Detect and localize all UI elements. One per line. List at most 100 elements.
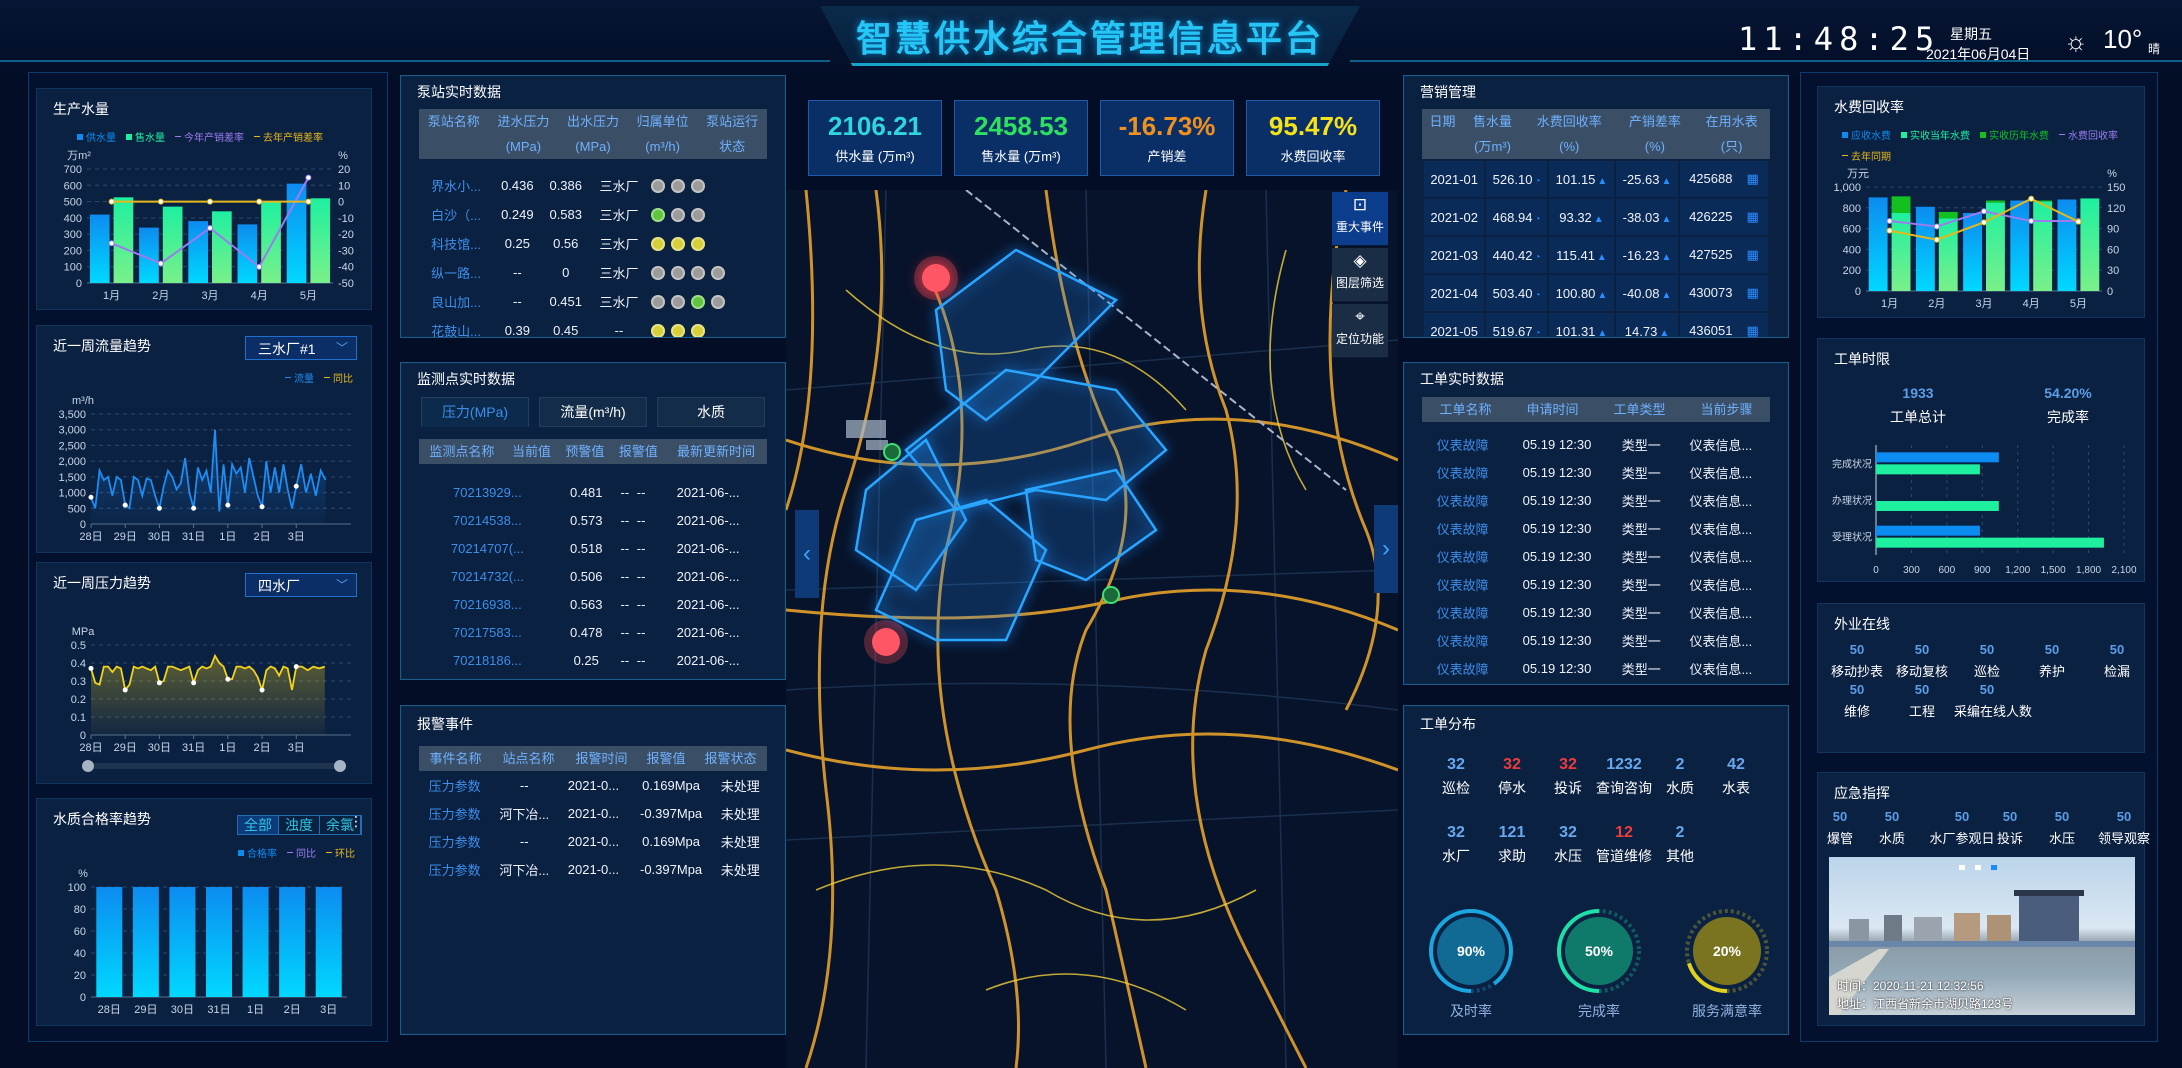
- bar[interactable]: [2057, 199, 2077, 291]
- table-row[interactable]: 2021-04 503.40 ◔ 100.80 ▲ -40.08 ▲ 430073 ▦: [1424, 275, 1768, 311]
- site-photo[interactable]: 时间：2020-11-21 12:32:56 地址：江西省新余市湖贝路123号: [1829, 857, 2135, 1015]
- grid-icon[interactable]: ▦: [1746, 171, 1759, 186]
- alert-marker[interactable]: [872, 628, 900, 656]
- line-point[interactable]: [157, 198, 164, 205]
- legend-item[interactable]: 同比: [324, 370, 353, 385]
- field-stat[interactable]: 50 维修: [1824, 682, 1890, 720]
- table-cell[interactable]: 仪表故障: [1436, 605, 1489, 621]
- emergency-stat[interactable]: 50 水质: [1866, 809, 1918, 847]
- table-row[interactable]: 压力参数 河下冶... 2021-0... -0.397Mpa 未处理: [419, 799, 767, 827]
- line-point[interactable]: [207, 224, 213, 231]
- table-row[interactable]: 白沙（... 0.249 0.583 三水厂: [419, 200, 767, 229]
- map[interactable]: [786, 190, 1398, 1068]
- table-cell[interactable]: 70214732(...: [450, 568, 524, 584]
- bar[interactable]: [1891, 213, 1911, 291]
- map-collapse-left-button[interactable]: ‹: [795, 510, 819, 598]
- legend-item[interactable]: 实收当年水费: [1901, 127, 1970, 142]
- bar[interactable]: [96, 887, 123, 997]
- grid-icon[interactable]: ▦: [1746, 247, 1759, 262]
- line-point[interactable]: [256, 198, 263, 205]
- carousel-dot[interactable]: [1959, 865, 1965, 870]
- bar-chart-icon[interactable]: ▲: [1596, 251, 1607, 263]
- emergency-stat[interactable]: 50 投诉: [1984, 809, 2036, 847]
- table-row[interactable]: 仪表故障 05.19 12:30 类型一 仪表信息...: [1422, 542, 1770, 570]
- plant-select[interactable]: 三水厂#1 ﹀: [245, 336, 357, 360]
- column-header[interactable]: 事件名称: [429, 751, 482, 766]
- line-point[interactable]: [225, 676, 231, 682]
- table-cell[interactable]: 仪表故障: [1436, 549, 1489, 565]
- pie-chart-icon[interactable]: ◔: [1534, 289, 1541, 301]
- alert-marker[interactable]: [922, 264, 950, 292]
- table-cell[interactable]: 仪表故障: [1436, 661, 1489, 677]
- order-stat[interactable]: 32 水厂: [1416, 824, 1496, 866]
- legend-item[interactable]: 今年产销差率: [175, 129, 244, 144]
- order-stat[interactable]: 32 停水: [1472, 756, 1552, 798]
- table-cell[interactable]: 仪表故障: [1436, 493, 1489, 509]
- grid-icon[interactable]: ▦: [1746, 285, 1759, 300]
- table-row[interactable]: 良山加... -- 0.451 三水厂: [419, 287, 767, 316]
- line-point[interactable]: [293, 664, 299, 670]
- table-row[interactable]: 70216938... 0.563 -- -- 2021-06-...: [419, 590, 767, 618]
- line-point[interactable]: [305, 174, 312, 181]
- field-stat[interactable]: 50 移动抄表: [1824, 642, 1890, 680]
- table-cell[interactable]: 压力参数: [428, 806, 481, 822]
- table-row[interactable]: 界水小... 0.436 0.386 三水厂: [419, 171, 767, 200]
- line-point[interactable]: [88, 665, 94, 671]
- legend-item[interactable]: 供水量: [77, 129, 116, 144]
- column-header[interactable]: 预警值: [565, 444, 605, 459]
- line-point[interactable]: [2075, 218, 2082, 225]
- bar[interactable]: [169, 887, 196, 997]
- table-cell[interactable]: 70218186...: [453, 652, 522, 668]
- monitor-tab[interactable]: 流量(m³/h): [539, 397, 647, 427]
- table-row[interactable]: 纵一路... -- 0 三水厂: [419, 258, 767, 287]
- bar[interactable]: [1876, 537, 2104, 548]
- pie-chart-icon[interactable]: ◔: [1534, 175, 1541, 187]
- bar[interactable]: [315, 887, 342, 997]
- bar-chart-icon[interactable]: ▲: [1661, 213, 1672, 225]
- legend-item[interactable]: 应收水费: [1842, 127, 1891, 142]
- map-tool-button[interactable]: ◈ 图层筛选: [1332, 248, 1388, 302]
- bar[interactable]: [1963, 213, 1982, 291]
- line-point[interactable]: [256, 263, 263, 270]
- bar[interactable]: [242, 887, 269, 997]
- bar[interactable]: [2033, 201, 2053, 291]
- column-header[interactable]: 报警状态: [704, 751, 757, 766]
- pump-name[interactable]: 科技馆...: [431, 237, 481, 252]
- table-row[interactable]: 仪表故障 05.19 12:30 类型一 仪表信息...: [1422, 626, 1770, 654]
- line-point[interactable]: [259, 504, 265, 510]
- table-row[interactable]: 压力参数 河下冶... 2021-0... -0.397Mpa 未处理: [419, 855, 767, 883]
- order-stat[interactable]: 32 巡检: [1416, 756, 1496, 798]
- line-point[interactable]: [259, 687, 265, 693]
- table-cell[interactable]: 70213929...: [453, 484, 522, 500]
- column-header[interactable]: 监测点名称: [429, 444, 495, 459]
- table-row[interactable]: 仪表故障 05.19 12:30 类型一 仪表信息...: [1422, 458, 1770, 486]
- table-cell[interactable]: 仪表故障: [1436, 577, 1489, 593]
- legend-item[interactable]: 去年同期: [1842, 148, 1891, 163]
- legend-item[interactable]: 环比: [326, 845, 355, 860]
- line-point[interactable]: [191, 680, 197, 686]
- field-stat[interactable]: 50 采编在线人数: [1954, 682, 2032, 720]
- station-marker[interactable]: [1102, 586, 1120, 604]
- line-point[interactable]: [108, 198, 115, 205]
- table-cell[interactable]: 压力参数: [428, 862, 481, 878]
- line-point[interactable]: [122, 687, 128, 693]
- column-header[interactable]: 站点名称: [502, 751, 555, 766]
- column-header[interactable]: 工单类型: [1613, 402, 1666, 417]
- bar-chart-icon[interactable]: ▲: [1597, 327, 1608, 338]
- field-stat[interactable]: 50 巡检: [1954, 642, 2020, 680]
- table-row[interactable]: 70218186... 0.25 -- -- 2021-06-...: [419, 646, 767, 674]
- table-row[interactable]: 70217583... 0.478 -- -- 2021-06-...: [419, 618, 767, 646]
- table-row[interactable]: 科技馆... 0.25 0.56 三水厂: [419, 229, 767, 258]
- pump-name[interactable]: 白沙（...: [431, 208, 481, 223]
- field-stat[interactable]: 50 移动复核: [1889, 642, 1955, 680]
- table-row[interactable]: 仪表故障 05.19 12:30 类型一 仪表信息...: [1422, 486, 1770, 514]
- bar[interactable]: [1868, 197, 1888, 291]
- table-row[interactable]: 压力参数 -- 2021-0... 0.169Mpa 未处理: [419, 827, 767, 855]
- line-point[interactable]: [1886, 217, 1893, 224]
- bar[interactable]: [1938, 211, 1958, 219]
- table-cell[interactable]: 仪表故障: [1436, 465, 1489, 481]
- column-header[interactable]: 报警值: [646, 751, 686, 766]
- column-header[interactable]: 归属单位: [636, 114, 689, 129]
- column-header[interactable]: 产销差率: [1628, 114, 1681, 129]
- order-stat[interactable]: 12 管道维修: [1584, 824, 1664, 866]
